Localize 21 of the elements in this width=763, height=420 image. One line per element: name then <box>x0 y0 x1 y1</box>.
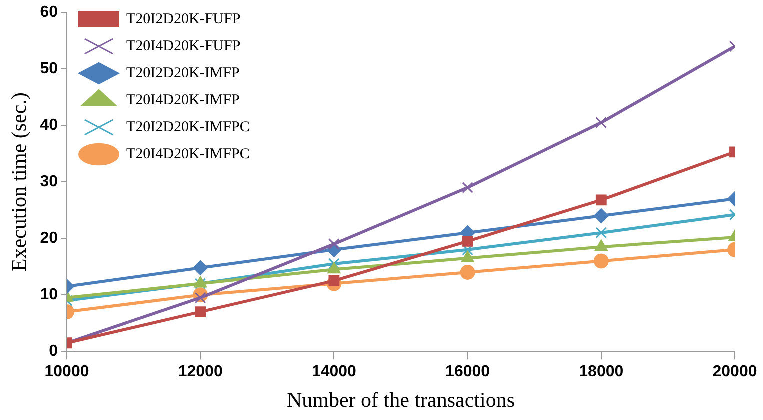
legend-label: T20I4D20K-IMFP <box>126 92 240 108</box>
y-tick-label: 10 <box>40 286 58 304</box>
x-tick-label: 12000 <box>178 364 223 381</box>
legend-label: T20I2D20K-FUFP <box>126 11 241 28</box>
x-tick-label: 16000 <box>446 364 490 381</box>
y-tick-label: 60 <box>40 4 58 22</box>
y-tick-label: 50 <box>40 60 58 78</box>
legend-label: T20I4D20K-FUFP <box>126 38 241 54</box>
x-tick-label: 20000 <box>712 364 758 381</box>
y-axis-title: Execution time (sec.) <box>7 92 32 272</box>
x-tick-label: 14000 <box>312 364 357 381</box>
x-tick-label: 10000 <box>44 364 90 381</box>
y-tick-label: 40 <box>40 117 58 134</box>
legend-label: T20I2D20K-IMFPC <box>126 119 250 136</box>
y-tick-label: 0 <box>49 343 58 360</box>
legend-label: T20I2D20K-IMFP <box>126 65 240 82</box>
y-tick-label: 30 <box>40 174 58 191</box>
legend-label: T20I4D20K-IMFPC <box>126 146 250 162</box>
x-tick-label: 18000 <box>579 364 624 381</box>
y-tick-label: 20 <box>40 230 58 248</box>
x-axis-title: Number of the transactions <box>286 388 516 412</box>
